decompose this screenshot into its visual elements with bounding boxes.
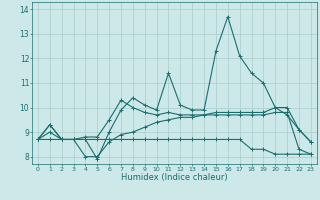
- X-axis label: Humidex (Indice chaleur): Humidex (Indice chaleur): [121, 173, 228, 182]
